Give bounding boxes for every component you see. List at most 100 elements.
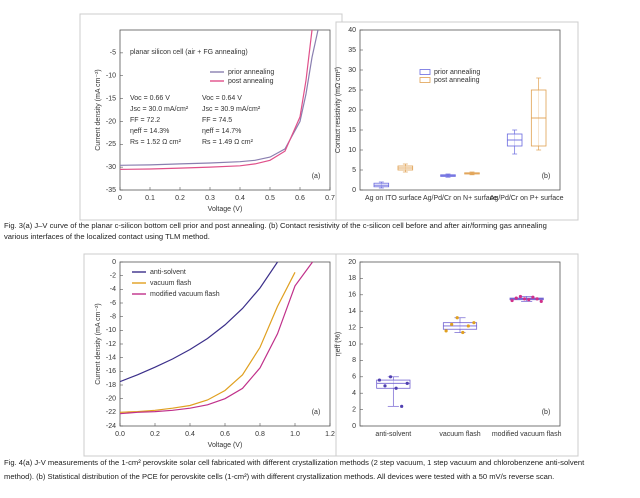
- cell-parameter: Jsc = 30.0 mA/cm²: [130, 106, 189, 113]
- y-tick-label: 5: [352, 167, 356, 174]
- annotation: planar silicon cell (air + FG annealing): [130, 49, 248, 56]
- y-tick-label: 6: [352, 374, 356, 381]
- y-tick-label: 0: [112, 259, 116, 266]
- data-point: [455, 316, 459, 320]
- x-tick-label: 1.0: [290, 431, 300, 438]
- y-tick-label: 15: [348, 127, 356, 134]
- y-tick-label: -20: [106, 396, 116, 403]
- panel-label: (b): [542, 173, 551, 180]
- y-tick-label: -10: [106, 327, 116, 334]
- y-tick-label: 20: [348, 107, 356, 114]
- figure-caption: various interfaces of the localized cont…: [4, 232, 210, 241]
- y-tick-label: 20: [348, 259, 356, 266]
- x-tick-label: 0: [118, 195, 122, 202]
- series-line: [120, 30, 313, 170]
- box: [376, 379, 411, 389]
- cell-parameter: FF = 72.2: [130, 117, 160, 124]
- plot-frame: [119, 29, 331, 191]
- x-tick-label: Ag/Pd/Cr on N+ surface: [423, 195, 497, 202]
- data-point: [472, 321, 476, 325]
- x-tick-label: 0.8: [255, 431, 265, 438]
- x-tick-label: Ag on ITO surface: [365, 195, 422, 202]
- data-point: [531, 295, 535, 299]
- y-axis-label: Current density (mA cm⁻²): [95, 303, 102, 385]
- x-tick-label: 0.2: [150, 431, 160, 438]
- x-tick-label: anti-solvent: [375, 431, 411, 438]
- y-tick-label: 0: [352, 187, 356, 194]
- cell-parameter: ηeff = 14.7%: [202, 128, 241, 135]
- data-point: [518, 294, 523, 299]
- panel-label: (a): [312, 173, 321, 180]
- data-point: [461, 330, 465, 335]
- figure-caption: Fig. 4(a) J-V measurements of the 1-cm² …: [4, 458, 585, 467]
- y-tick-label: -5: [110, 50, 116, 57]
- y-tick-label: -22: [106, 409, 116, 416]
- cell-parameter: FF = 74.5: [202, 117, 232, 124]
- series-line: [120, 272, 296, 413]
- series-line: [120, 30, 319, 166]
- y-tick-label: 10: [348, 341, 356, 348]
- y-tick-label: -8: [110, 314, 116, 321]
- data-point: [522, 297, 527, 301]
- x-tick-label: 0.4: [185, 431, 195, 438]
- panel-frame: [79, 13, 343, 221]
- y-tick-label: -30: [106, 164, 116, 171]
- y-tick-label: -24: [106, 423, 116, 430]
- data-point: [450, 322, 454, 326]
- data-point: [394, 386, 398, 390]
- y-tick-label: 4: [352, 390, 356, 397]
- legend-label: anti-solvent: [150, 269, 186, 276]
- y-axis-label: Current density (mA cm⁻²): [95, 69, 102, 151]
- y-tick-label: 10: [348, 147, 356, 154]
- data-point: [466, 324, 470, 328]
- y-tick-label: 2: [352, 406, 356, 413]
- legend-label: post annealing: [228, 78, 274, 85]
- series-line: [120, 262, 278, 383]
- x-tick-label: 0.7: [325, 195, 335, 202]
- y-tick-label: -35: [106, 187, 116, 194]
- y-tick-label: 30: [348, 67, 356, 74]
- panel-label: (b): [542, 409, 551, 416]
- y-axis-label: Contact resistivity (mΩ cm²): [335, 67, 342, 153]
- data-point: [527, 298, 531, 302]
- data-point: [514, 296, 518, 300]
- y-tick-label: 16: [348, 292, 356, 299]
- y-tick-label: -25: [106, 141, 116, 148]
- cell-parameter: ηeff = 14.3%: [130, 128, 169, 135]
- y-tick-label: 8: [352, 357, 356, 364]
- y-tick-label: 0: [352, 423, 356, 430]
- data-point: [400, 404, 404, 408]
- cell-parameter: Rs = 1.49 Ω cm²: [202, 139, 254, 146]
- legend-label: post annealing: [434, 77, 480, 84]
- cell-parameter: Rs = 1.52 Ω cm²: [130, 139, 182, 146]
- figure-caption: method). (b) Statistical distribution of…: [4, 472, 554, 481]
- y-axis-label: ηeff (%): [335, 332, 342, 356]
- y-tick-label: 25: [348, 87, 356, 94]
- legend-label: prior annealing: [228, 69, 274, 76]
- x-tick-label: modified vacuum flash: [492, 431, 562, 438]
- legend-label: prior annealing: [434, 69, 480, 76]
- x-tick-label: Ag/Pd/Cr on P+ surface: [490, 195, 564, 202]
- data-point: [535, 297, 539, 301]
- figure-caption: Fig. 3(a) J–V curve of the planar c-sili…: [4, 221, 547, 230]
- cell-parameter: Voc = 0.64 V: [202, 95, 242, 102]
- y-tick-label: -2: [110, 273, 116, 280]
- x-tick-label: 1.2: [325, 431, 335, 438]
- y-tick-label: -4: [110, 286, 116, 293]
- cell-parameter: Jsc = 30.9 mA/cm²: [202, 106, 261, 113]
- y-tick-label: -15: [106, 95, 116, 102]
- y-tick-label: 35: [348, 47, 356, 54]
- y-tick-label: 40: [348, 27, 356, 34]
- data-point: [444, 329, 448, 333]
- data-point: [405, 381, 409, 385]
- y-tick-label: 12: [348, 324, 356, 331]
- y-tick-label: -18: [106, 382, 116, 389]
- legend-label: modified vacuum flash: [150, 291, 220, 298]
- x-tick-label: 0.4: [235, 195, 245, 202]
- y-tick-label: -16: [106, 368, 116, 375]
- y-tick-label: -14: [106, 355, 116, 362]
- cell-parameter: Voc = 0.66 V: [130, 95, 170, 102]
- legend-label: vacuum flash: [150, 280, 191, 287]
- data-point: [388, 375, 393, 379]
